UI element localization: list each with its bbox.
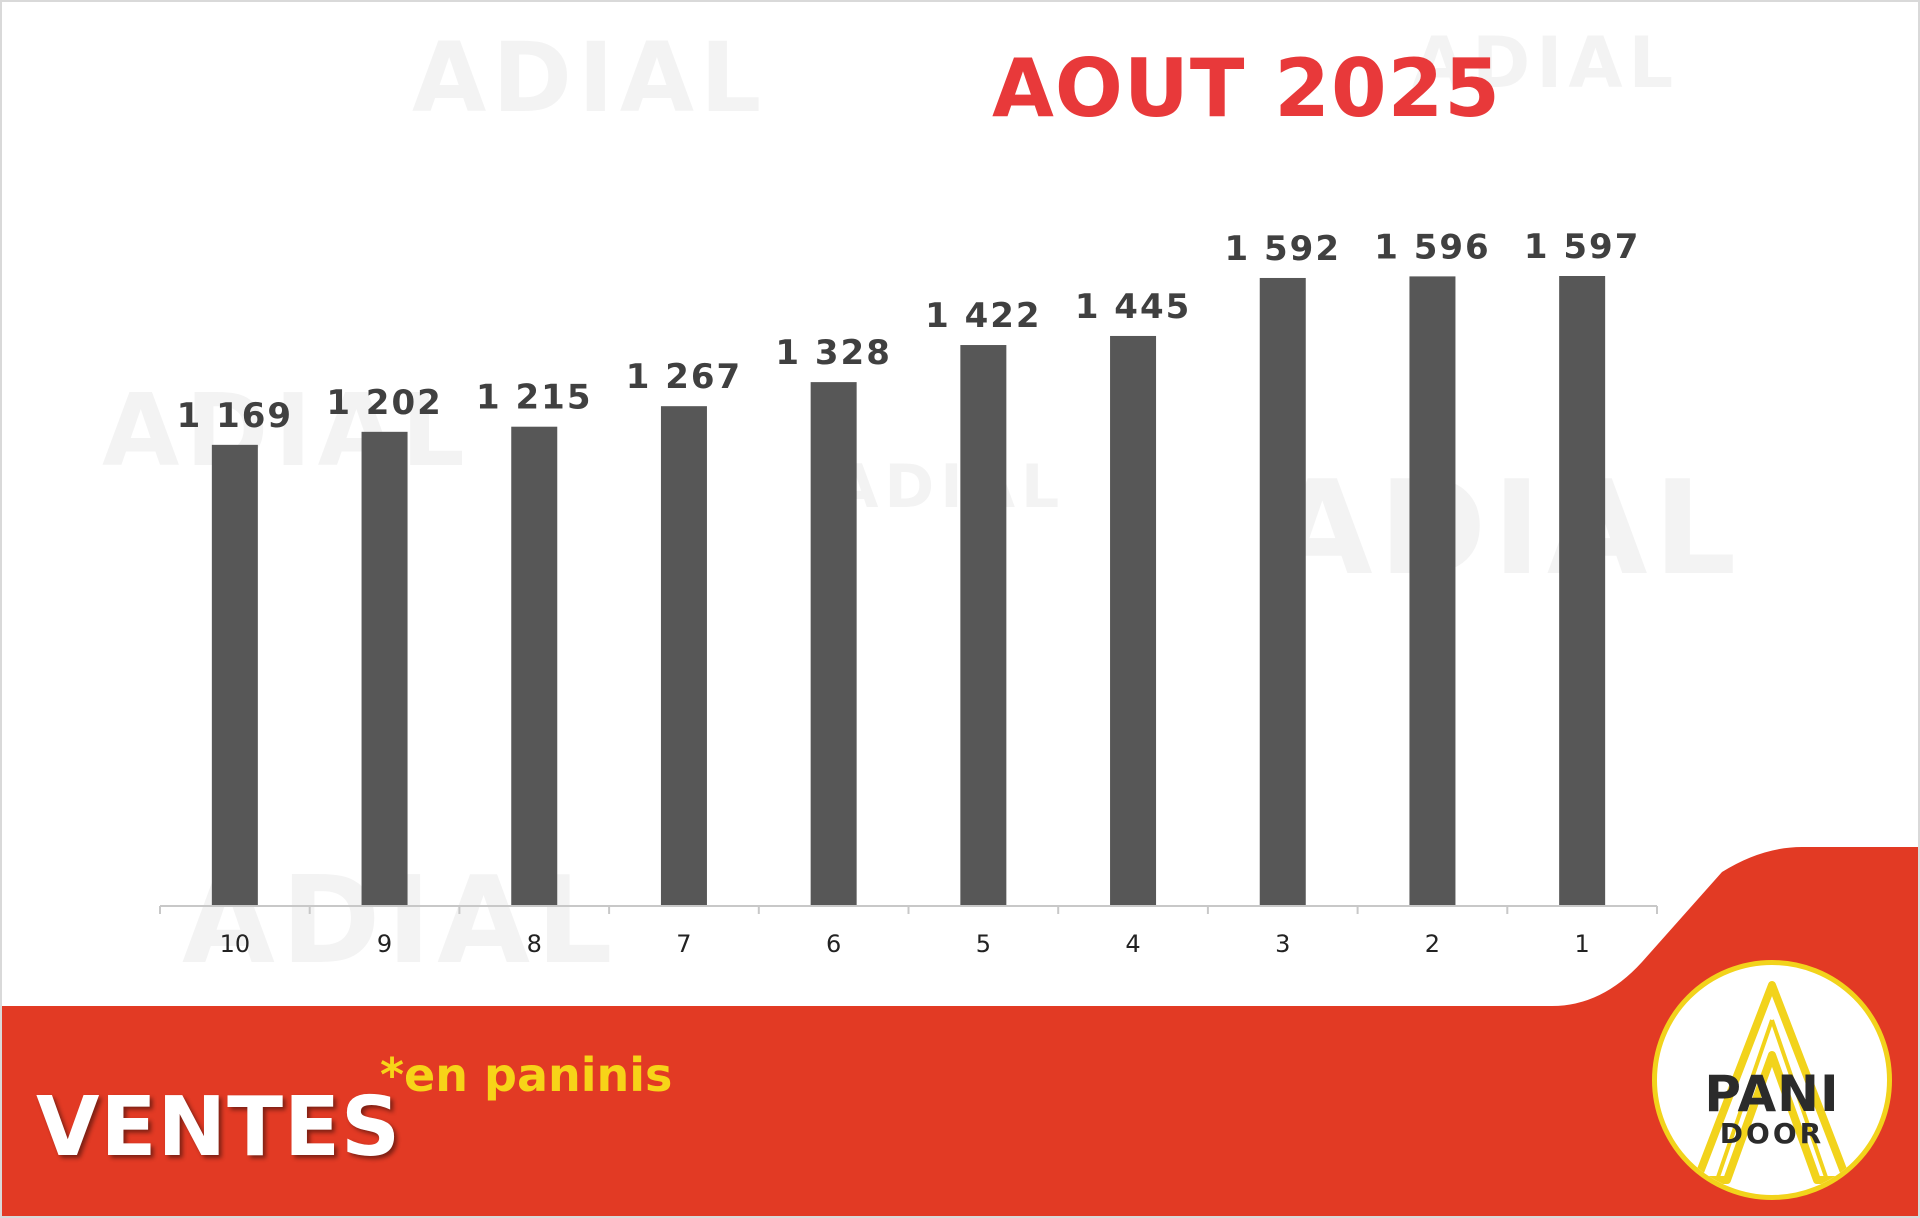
data-label-7: 1 267 bbox=[626, 357, 742, 397]
x-tick-label-3: 3 bbox=[1275, 930, 1290, 958]
bar-5 bbox=[960, 345, 1007, 906]
bars-group bbox=[211, 276, 1606, 907]
bar-9 bbox=[361, 431, 408, 906]
x-tick-label-4: 4 bbox=[1125, 930, 1140, 958]
bar-7 bbox=[660, 406, 707, 906]
bar-3 bbox=[1259, 277, 1306, 907]
footer-unit-note: *en paninis bbox=[380, 1048, 673, 1102]
footer-red-band bbox=[2, 847, 1918, 1216]
data-label-10: 1 169 bbox=[177, 396, 293, 436]
x-tick-label-5: 5 bbox=[976, 930, 991, 958]
data-label-5: 1 422 bbox=[925, 296, 1041, 336]
x-tick-label-1: 1 bbox=[1575, 930, 1590, 958]
bar-4 bbox=[1110, 335, 1157, 907]
bar-8 bbox=[511, 426, 558, 906]
logo-text-door: DOOR bbox=[1719, 1117, 1825, 1150]
x-tick-label-9: 9 bbox=[377, 930, 392, 958]
x-tick-label-7: 7 bbox=[676, 930, 691, 958]
data-labels-group: 1 169 1 202 1 215 1 267 1 328 1 422 1 445 1 592… bbox=[177, 227, 1640, 436]
logo-text-pani: PANI bbox=[1704, 1065, 1840, 1123]
data-label-6: 1 328 bbox=[775, 333, 891, 373]
x-axis-ticks bbox=[159, 906, 1658, 914]
x-tick-label-10: 10 bbox=[220, 930, 251, 958]
footer-title: VENTES bbox=[36, 1080, 402, 1175]
bar-10 bbox=[211, 444, 258, 906]
logo-a-mark bbox=[1693, 981, 1851, 1184]
bar-6 bbox=[810, 382, 857, 907]
chart-title: AOUT 2025 bbox=[992, 42, 1501, 135]
data-label-4: 1 445 bbox=[1075, 287, 1191, 327]
data-label-8: 1 215 bbox=[476, 378, 592, 418]
bar-1 bbox=[1559, 276, 1606, 906]
x-tick-label-8: 8 bbox=[527, 930, 542, 958]
data-label-3: 1 592 bbox=[1225, 229, 1341, 269]
x-tick-label-6: 6 bbox=[826, 930, 841, 958]
data-label-9: 1 202 bbox=[326, 383, 442, 423]
data-label-2: 1 596 bbox=[1374, 227, 1490, 267]
x-axis-labels: 10 9 8 7 6 5 4 3 2 1 bbox=[220, 930, 1590, 958]
data-label-1: 1 597 bbox=[1524, 227, 1640, 267]
x-tick-label-2: 2 bbox=[1425, 930, 1440, 958]
bar-2 bbox=[1409, 276, 1456, 906]
panidoor-logo: PANI DOOR bbox=[1652, 960, 1892, 1200]
